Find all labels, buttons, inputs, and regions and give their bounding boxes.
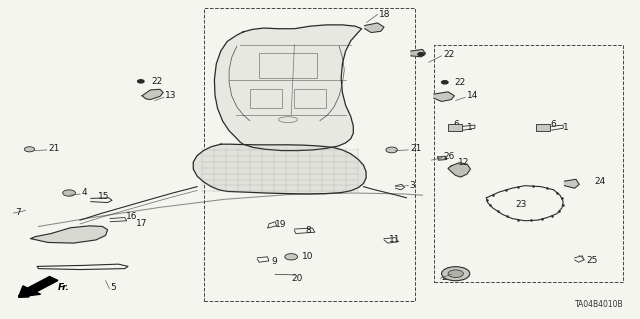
Bar	[434, 45, 623, 282]
Text: 13: 13	[165, 91, 177, 100]
Polygon shape	[438, 156, 447, 160]
Polygon shape	[31, 226, 108, 243]
Text: 5: 5	[111, 283, 116, 292]
Text: 3: 3	[410, 181, 415, 189]
Text: 4: 4	[81, 189, 87, 197]
Text: 1: 1	[563, 123, 569, 132]
Circle shape	[448, 270, 463, 278]
Bar	[259, 53, 317, 78]
Polygon shape	[564, 179, 579, 188]
Text: 22: 22	[454, 78, 466, 87]
Text: 22: 22	[152, 77, 163, 86]
Text: 24: 24	[594, 177, 605, 186]
Text: 17: 17	[136, 219, 147, 228]
Circle shape	[138, 80, 144, 83]
Text: 20: 20	[291, 274, 303, 283]
Circle shape	[442, 81, 448, 84]
Text: 26: 26	[443, 152, 454, 161]
Text: 7: 7	[15, 208, 20, 217]
Text: 10: 10	[302, 252, 314, 261]
Bar	[536, 124, 550, 131]
Text: Fr.: Fr.	[58, 283, 69, 292]
Bar	[250, 89, 282, 108]
Text: 22: 22	[443, 50, 454, 59]
Circle shape	[418, 53, 424, 56]
Polygon shape	[365, 23, 384, 33]
Text: 2: 2	[442, 273, 447, 282]
Circle shape	[63, 190, 76, 196]
Text: 18: 18	[379, 10, 390, 19]
Bar	[294, 89, 326, 108]
Text: 6: 6	[453, 120, 459, 129]
Polygon shape	[434, 92, 454, 101]
Circle shape	[285, 254, 298, 260]
Polygon shape	[193, 144, 366, 194]
Text: 15: 15	[98, 192, 109, 201]
Text: 14: 14	[467, 91, 479, 100]
Circle shape	[386, 147, 397, 153]
Text: 8: 8	[305, 226, 311, 235]
Text: 23: 23	[516, 200, 527, 209]
Text: 21: 21	[410, 144, 422, 153]
Text: 21: 21	[49, 144, 60, 153]
Text: 25: 25	[586, 256, 598, 265]
Circle shape	[442, 267, 470, 281]
Text: 11: 11	[389, 235, 401, 244]
Text: 6: 6	[550, 120, 556, 129]
Polygon shape	[214, 25, 362, 151]
Circle shape	[24, 147, 35, 152]
Text: 19: 19	[275, 220, 287, 229]
Polygon shape	[448, 163, 470, 177]
Bar	[448, 124, 462, 131]
FancyArrow shape	[19, 277, 58, 297]
Polygon shape	[142, 89, 163, 100]
Text: 9: 9	[271, 257, 277, 266]
Text: TA04B4010B: TA04B4010B	[575, 300, 624, 309]
Text: 1: 1	[467, 123, 473, 132]
Text: 12: 12	[458, 158, 469, 167]
Text: 16: 16	[126, 212, 138, 221]
Polygon shape	[411, 49, 426, 57]
Bar	[204, 8, 415, 301]
